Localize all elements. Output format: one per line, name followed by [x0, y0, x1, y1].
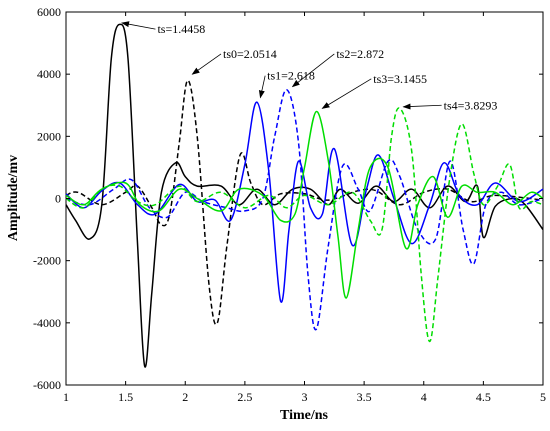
y-tick-label: 6000	[37, 5, 61, 19]
annotation-arrow	[258, 75, 266, 99]
series-line-4	[65, 88, 544, 331]
annotation-label: ts2=2.872	[336, 47, 384, 61]
annotation-label: ts0=2.0514	[223, 47, 277, 61]
x-tick-label: 1.5	[118, 390, 133, 404]
plot-area: 1 1.5 2 2.5 3 3.5 4 4.5 5 -6000 -4000 -2000 0 2000 40…	[33, 5, 546, 404]
x-tick-label: 4	[421, 390, 427, 404]
annotation-label: ts3=3.1455	[373, 72, 427, 86]
x-tick-label: 1	[63, 390, 69, 404]
annotation-arrow	[321, 78, 372, 109]
plot-frame	[65, 11, 544, 386]
x-tick-label: 4.5	[476, 390, 491, 404]
y-tick-label: 0	[55, 192, 61, 206]
x-tick-label: 2	[182, 390, 188, 404]
y-tick-label: 2000	[37, 129, 61, 143]
x-tick-label: 3.5	[357, 390, 372, 404]
x-tick-label: 2.5	[237, 390, 252, 404]
x-tick-label: 3	[302, 390, 308, 404]
y-tick-label: -6000	[33, 378, 61, 392]
annotation-label: ts4=3.8293	[444, 98, 498, 112]
y-axis-ticks: -6000 -4000 -2000 0 2000 4000 6000	[33, 5, 543, 392]
series-line-2	[65, 79, 544, 326]
y-tick-label: 4000	[37, 67, 61, 81]
y-axis-title: Amplitude/mv	[6, 155, 21, 241]
y-tick-label: -4000	[33, 316, 61, 330]
annotation-arrow	[291, 53, 335, 88]
annotation-arrow	[191, 53, 222, 75]
x-tick-label: 5	[540, 390, 546, 404]
annotation-label: ts1=2.618	[267, 69, 315, 83]
annotation-layer: ts=1.4458 ts0=2.0514 ts1=2.618 ts2=2.872 ts3…	[121, 21, 498, 112]
series-layer	[65, 23, 544, 368]
y-tick-label: -2000	[33, 254, 61, 268]
x-axis-title: Time/ns	[280, 408, 329, 423]
series-line-6	[65, 107, 544, 343]
series-line-5	[65, 110, 544, 299]
annotation-arrow	[121, 21, 156, 30]
x-axis-ticks: 1 1.5 2 2.5 3 3.5 4 4.5 5	[63, 12, 546, 404]
annotation-label: ts=1.4458	[157, 22, 205, 36]
annotation-arrow	[402, 103, 442, 110]
